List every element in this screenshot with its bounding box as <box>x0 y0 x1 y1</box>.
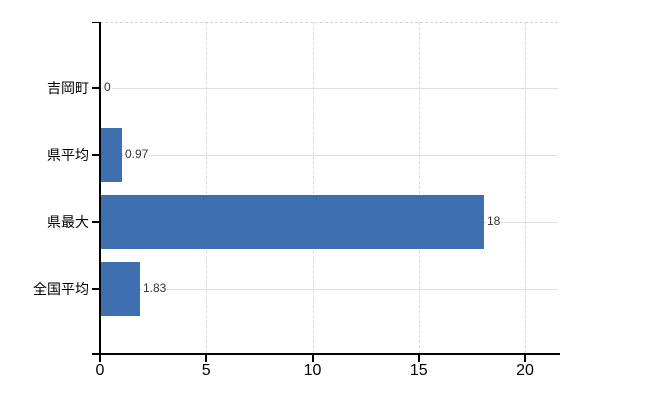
value-label: 18 <box>486 214 502 229</box>
y-axis-top-tick <box>92 22 100 23</box>
value-label: 0 <box>103 80 112 95</box>
y-gridline <box>101 88 558 89</box>
y-axis-line <box>99 22 101 362</box>
x-axis-tick <box>524 355 526 362</box>
x-gridline <box>525 22 526 353</box>
bar <box>101 195 484 249</box>
y-axis-tick <box>92 288 100 290</box>
y-axis-tick <box>92 154 100 156</box>
y-gridline <box>101 289 558 290</box>
x-axis-tick <box>205 355 208 362</box>
x-tick-label: 15 <box>409 362 428 379</box>
y-axis-tick <box>92 87 100 89</box>
x-tick-label: 10 <box>303 362 322 379</box>
x-tick-label: 5 <box>201 362 211 379</box>
x-axis-tick <box>311 355 314 362</box>
category-label: 県最大 <box>47 214 89 230</box>
x-tick-label: 0 <box>95 362 105 379</box>
x-axis-line <box>92 353 560 355</box>
plot-top-border <box>100 22 558 23</box>
x-gridline <box>206 22 208 353</box>
x-tick-label: 20 <box>516 362 534 379</box>
x-gridline <box>418 22 420 353</box>
x-axis-tick <box>417 355 420 362</box>
category-label: 吉岡町 <box>47 80 89 96</box>
y-axis-tick <box>92 221 100 223</box>
x-gridline <box>312 22 314 353</box>
y-gridline <box>101 155 558 156</box>
category-label: 県平均 <box>47 147 89 163</box>
value-label: 0.97 <box>124 147 150 162</box>
value-label: 1.83 <box>142 281 168 296</box>
bar <box>101 128 122 182</box>
category-label: 全国平均 <box>33 281 89 297</box>
bar <box>101 262 140 316</box>
